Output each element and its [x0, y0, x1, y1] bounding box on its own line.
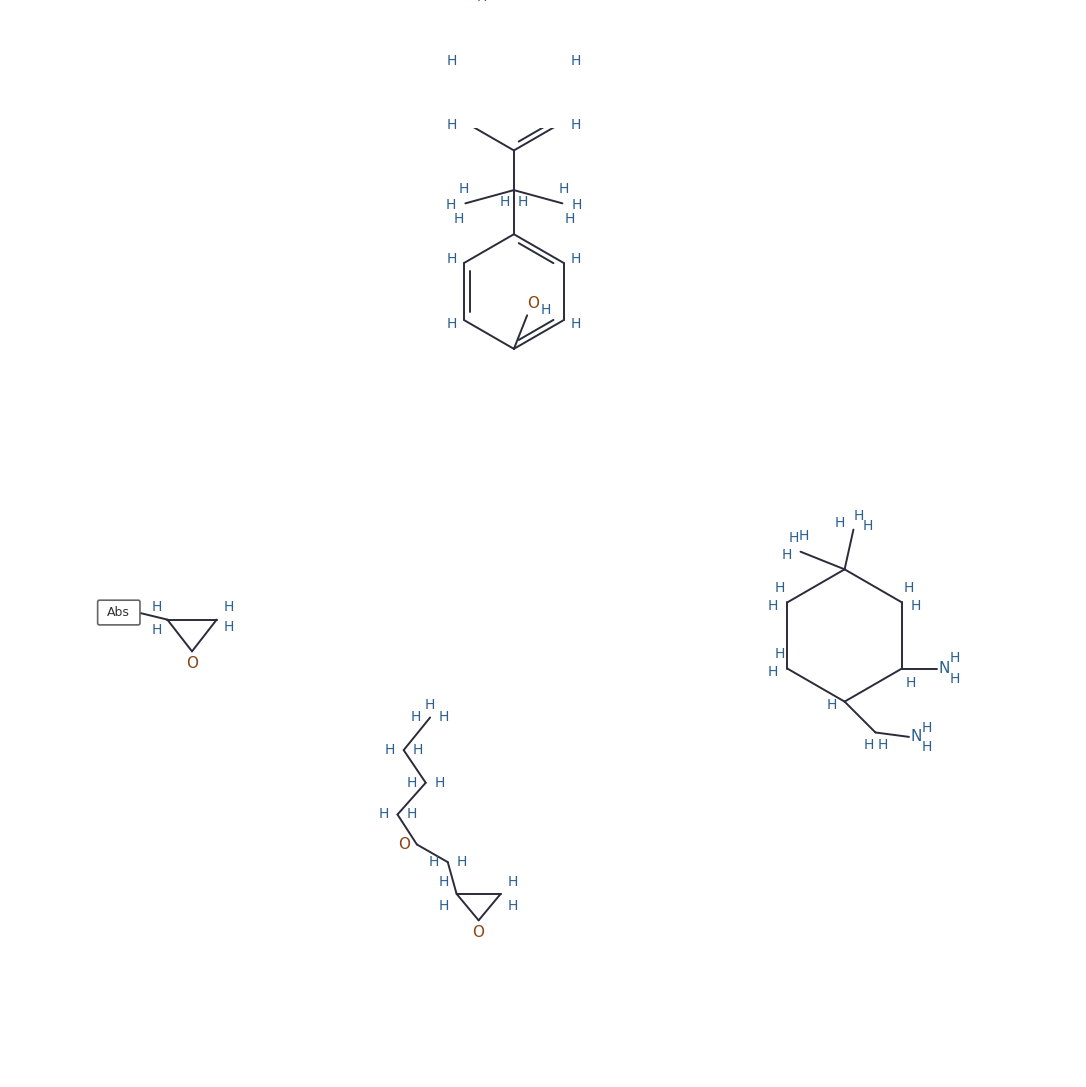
- Text: H: H: [508, 875, 518, 888]
- Text: O: O: [186, 657, 198, 671]
- Text: H: H: [429, 855, 439, 870]
- Text: H: H: [559, 183, 569, 197]
- Text: H: H: [911, 599, 921, 613]
- Text: H: H: [828, 698, 837, 712]
- Text: H: H: [571, 118, 581, 133]
- Text: H: H: [446, 118, 457, 133]
- Text: H: H: [834, 515, 845, 529]
- Text: H: H: [854, 509, 863, 523]
- Text: H: H: [571, 316, 581, 330]
- Text: H: H: [571, 54, 581, 67]
- Text: H: H: [565, 212, 574, 226]
- Text: H: H: [457, 855, 467, 870]
- Text: H: H: [224, 620, 235, 634]
- Text: H: H: [439, 899, 450, 913]
- Text: H: H: [446, 316, 457, 330]
- Text: H: H: [500, 196, 510, 210]
- Text: H: H: [518, 196, 528, 210]
- Text: H: H: [224, 600, 235, 614]
- Text: H: H: [921, 740, 932, 754]
- Text: H: H: [453, 212, 464, 226]
- Text: H: H: [458, 183, 469, 197]
- Text: H: H: [863, 738, 873, 752]
- Text: N: N: [910, 729, 922, 745]
- Text: Abs: Abs: [108, 607, 130, 619]
- Text: H: H: [439, 875, 450, 888]
- Text: H: H: [781, 548, 792, 562]
- Text: H: H: [862, 520, 873, 533]
- Text: H: H: [413, 744, 422, 758]
- Text: H: H: [775, 648, 785, 661]
- Text: H: H: [425, 698, 435, 712]
- Text: H: H: [541, 303, 551, 317]
- Text: H: H: [477, 0, 488, 4]
- Text: O: O: [472, 925, 484, 940]
- Text: H: H: [406, 776, 417, 790]
- Text: H: H: [571, 198, 582, 212]
- Text: H: H: [904, 582, 914, 596]
- Text: H: H: [446, 198, 456, 212]
- Text: H: H: [446, 54, 457, 67]
- Text: H: H: [384, 744, 394, 758]
- Text: H: H: [921, 721, 932, 735]
- Text: H: H: [949, 672, 960, 686]
- Text: H: H: [768, 665, 779, 679]
- Text: H: H: [508, 899, 518, 913]
- Text: H: H: [768, 599, 779, 613]
- Text: H: H: [775, 582, 785, 596]
- Text: H: H: [949, 651, 960, 665]
- Text: H: H: [434, 776, 445, 790]
- Text: H: H: [906, 676, 915, 689]
- Text: N: N: [938, 661, 950, 676]
- Text: H: H: [788, 530, 798, 545]
- Text: H: H: [439, 711, 450, 725]
- Text: H: H: [446, 252, 457, 266]
- Text: H: H: [152, 600, 162, 614]
- Text: H: H: [378, 808, 389, 822]
- Text: H: H: [571, 252, 581, 266]
- Text: O: O: [399, 837, 411, 852]
- Text: O: O: [528, 296, 540, 311]
- Text: H: H: [411, 711, 421, 725]
- Text: H: H: [799, 528, 809, 542]
- FancyBboxPatch shape: [98, 600, 140, 625]
- Text: H: H: [152, 623, 162, 637]
- Text: H: H: [406, 808, 417, 822]
- Text: H: H: [877, 738, 887, 752]
